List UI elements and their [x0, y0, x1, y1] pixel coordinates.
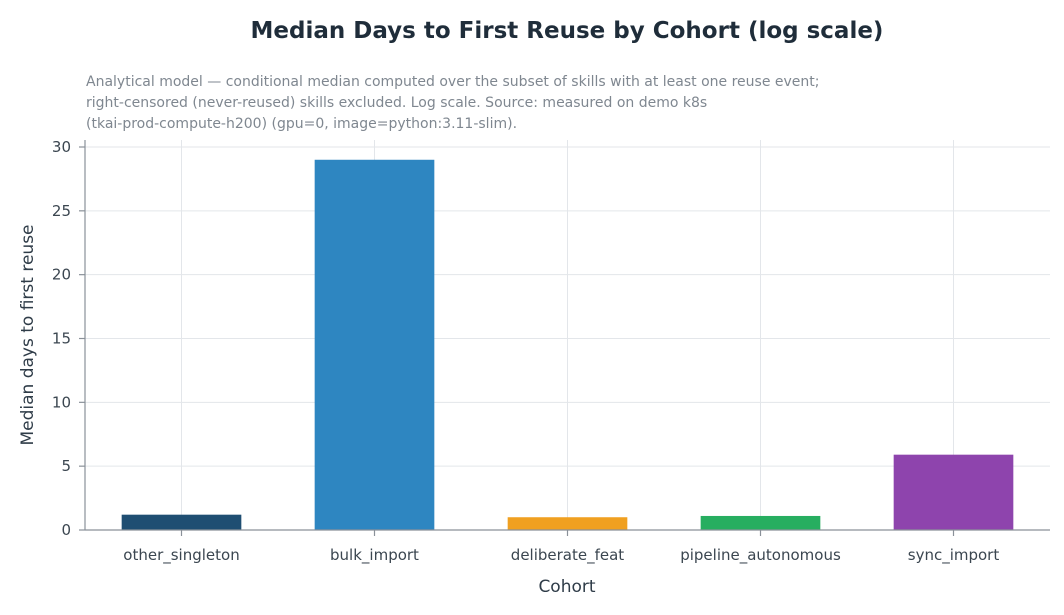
gridlines [85, 140, 1050, 530]
chart-title: Median Days to First Reuse by Cohort (lo… [251, 18, 884, 44]
bar-pipeline-autonomous [700, 515, 821, 530]
y-tick-label: 5 [61, 457, 71, 475]
y-tick-label: 15 [52, 330, 71, 348]
y-axis-label: Median days to first reuse [18, 224, 38, 445]
y-tick-label: 10 [52, 393, 71, 411]
x-tick-label: pipeline_autonomous [680, 546, 841, 565]
bar-other-singleton [121, 514, 242, 530]
chart-subtitle-line-2: right-censored (never-reused) skills exc… [86, 95, 707, 111]
y-axis-ticks: 0 5 10 15 20 25 30 [52, 138, 85, 539]
x-axis-ticks: other_singleton bulk_import deliberate_fea… [123, 530, 999, 565]
y-tick-label: 20 [52, 266, 71, 284]
bars [121, 159, 1014, 530]
bar-deliberate-feat [507, 517, 628, 530]
bar-bulk-import [314, 159, 435, 530]
x-axis-label: Cohort [538, 577, 595, 597]
y-tick-label: 30 [52, 138, 71, 156]
x-tick-label: sync_import [908, 546, 1000, 565]
x-tick-label: bulk_import [330, 546, 419, 565]
y-tick-label: 25 [52, 202, 71, 220]
chart-subtitle-line-3: (tkai-prod-compute-h200) (gpu=0, image=p… [86, 116, 517, 132]
x-tick-label: deliberate_feat [511, 546, 625, 565]
x-tick-label: other_singleton [123, 546, 239, 565]
bar-sync-import [893, 454, 1014, 530]
chart-subtitle-line-1: Analytical model — conditional median co… [86, 74, 820, 90]
y-tick-label: 0 [61, 521, 71, 539]
